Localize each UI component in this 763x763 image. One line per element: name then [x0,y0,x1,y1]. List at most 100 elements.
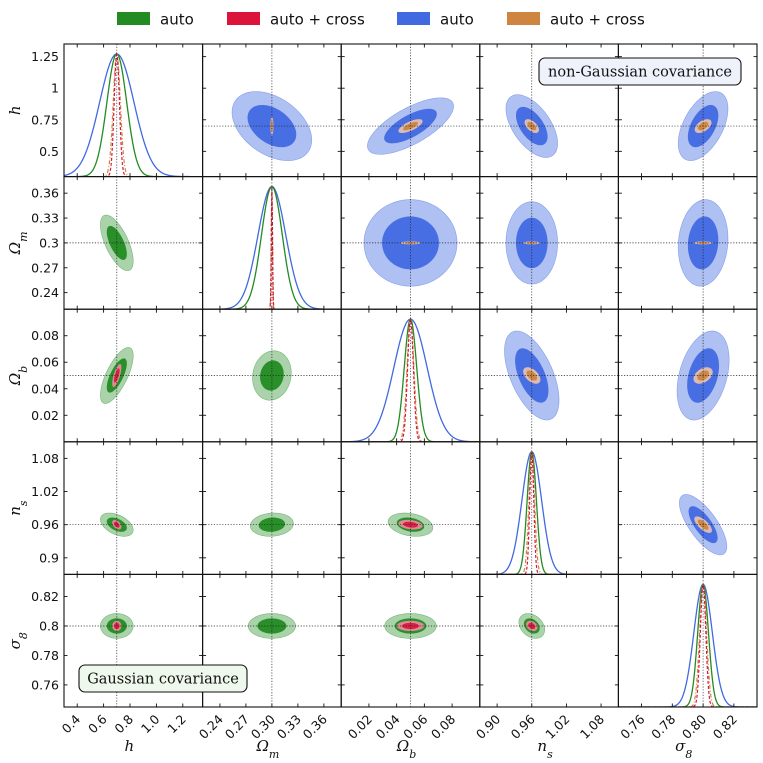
ytick-h: 0.5 [39,144,59,159]
contour-auto-1sigma [258,517,286,532]
xtick-s8: 0.78 [648,711,678,741]
ylabel-ns: ns [6,500,29,516]
contour-cross-1sigma [403,521,418,528]
marginal-auto-nongaussian [618,583,757,708]
ylabel-s8: σ8 [6,632,30,649]
legend-label-cross-nongaussian: auto + cross [550,11,645,29]
panels [63,43,758,708]
panel-s8-Om [202,573,342,708]
xtick-Om: 0.36 [300,711,330,741]
ytick-ns: 0.9 [39,550,59,565]
contour-auto-1sigma [106,225,127,260]
xtick-Om: 0.33 [274,712,304,742]
legend-swatch-cross-nongaussian [507,12,540,25]
xtick-ns: 0.96 [508,711,538,741]
ytick-s8: 0.82 [31,589,59,604]
annotation-lower: Gaussian covariance [78,664,248,693]
contour-auto-1sigma [260,360,284,391]
panel-Om-Ob [340,176,481,310]
ytick-Ob: 0.02 [31,408,59,423]
panel-Ob-s8 [617,308,758,443]
panel-frame [63,43,204,178]
panel-ns-s8 [617,441,758,575]
panel-frame [479,441,619,575]
marginal-auto-gaussian [618,583,757,708]
legend-label-auto-gaussian: auto [160,11,194,29]
xtick-h: 0.8 [111,711,136,736]
contour-cross-1sigma [113,368,120,383]
panel-h-h [63,43,204,178]
panel-s8-Ob [340,573,481,708]
xtick-h: 0.4 [59,711,84,736]
marginal-cross-gaussian [618,583,757,708]
legend-swatch-cross-gaussian [227,12,260,25]
ytick-ns: 0.96 [31,517,59,532]
contour-cross-1sigma [526,242,538,244]
xlabel-Om: Ωm [255,737,279,761]
xlabel-Ob: Ωb [396,737,416,761]
ytick-ns: 1.08 [31,451,59,466]
ytick-h: 1.25 [31,49,59,64]
panel-ns-Ob [340,441,481,575]
xtick-Om: 0.27 [222,712,252,742]
panel-Om-s8 [617,176,758,310]
panel-s8-ns [479,573,619,708]
ytick-Ob: 0.04 [31,381,59,396]
xtick-h: 1.0 [138,711,163,736]
ylabel-Om: Ωm [6,231,30,255]
panel-frame [63,441,204,575]
panel-h-Ob [340,43,481,178]
panel-Ob-Ob [340,308,481,443]
panel-Ob-h [63,308,204,443]
xlabel-h: h [124,737,134,755]
ytick-s8: 0.8 [39,618,59,633]
contour-cross-1sigma [404,242,417,244]
ytick-h: 0.75 [31,112,59,127]
marginal-auto-nongaussian [64,53,203,177]
xtick-ns: 0.90 [473,711,503,741]
ytick-Om: 0.36 [31,186,59,201]
ytick-Ob: 0.08 [31,328,59,343]
panel-frame [479,573,619,708]
xtick-ns: 1.08 [577,711,607,741]
marginal-auto-nongaussian [479,451,619,575]
marginal-cross-nongaussian [202,186,342,310]
ytick-Om: 0.24 [31,285,59,300]
panel-ns-h [63,441,204,575]
ytick-s8: 0.76 [31,677,59,692]
ytick-Ob: 0.06 [31,355,59,370]
xtick-h: 0.6 [85,711,110,736]
xtick-s8: 0.82 [710,712,740,742]
marginal-cross-nongaussian [479,451,619,575]
panel-h-Om [202,43,342,178]
marginal-auto-gaussian [479,451,619,575]
panel-Om-Om [202,176,342,310]
marginal-cross-gaussian [64,52,203,177]
ylabel-Ob: Ωb [6,366,30,386]
ytick-s8: 0.78 [31,648,59,663]
panel-ns-Om [202,441,342,575]
annotation-upper-text: non-Gaussian covariance [548,65,732,81]
panel-Om-ns [479,176,619,310]
panel-Ob-ns [479,308,619,443]
ytick-Om: 0.27 [31,260,59,275]
legend-swatch-auto-gaussian [117,12,150,25]
legend-swatch-auto-nongaussian [397,12,430,25]
xtick-Ob: 0.08 [428,711,458,741]
panel-Om-h [63,176,204,310]
xtick-s8: 0.76 [617,711,647,741]
ytick-Om: 0.33 [31,211,59,226]
ytick-ns: 1.02 [31,484,59,499]
annotation-upper: non-Gaussian covariance [538,57,742,86]
panel-s8-s8 [617,573,758,708]
ytick-h: 1 [51,81,59,96]
panel-Ob-Om [202,308,342,443]
legend: auto auto + cross auto auto + cross [117,11,645,29]
marginal-cross-gaussian [479,452,619,575]
marginal-cross-nongaussian [64,52,203,177]
marginal-auto-gaussian [64,53,203,177]
annotation-lower-text: Gaussian covariance [87,672,239,688]
axis-labels: 0.4 0.6 0.8 1.0 1.2h0.240.270.300.330.36Ωm0.… [6,49,740,760]
ylabel-h: h [6,105,24,115]
